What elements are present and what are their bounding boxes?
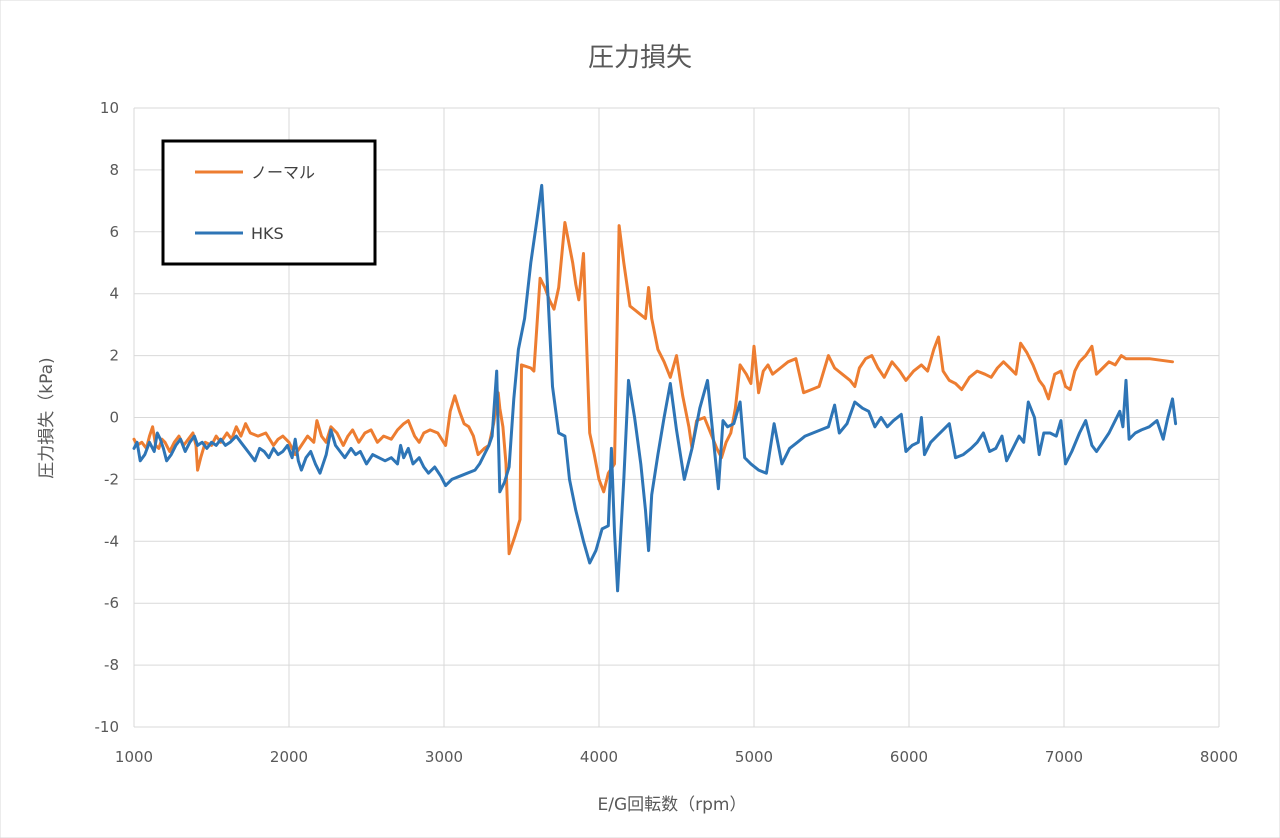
x-axis-title: E/G回転数（rpm）: [598, 795, 747, 815]
x-tick-label: 1000: [115, 748, 153, 766]
y-tick-label: -2: [104, 470, 119, 488]
y-tick-label: -10: [95, 718, 120, 736]
legend-label-normal: ノーマル: [251, 163, 315, 182]
y-tick-label: -8: [104, 656, 119, 674]
series-line-hks: [132, 183, 1178, 593]
x-tick-label: 3000: [425, 748, 463, 766]
legend: ノーマル HKS: [161, 139, 377, 266]
legend-box: [161, 139, 377, 266]
series-lines: [132, 183, 1178, 593]
gridlines: [133, 107, 1220, 728]
x-tick-label: 8000: [1200, 748, 1238, 766]
x-tick-label: 4000: [580, 748, 618, 766]
y-tick-label: 4: [109, 285, 119, 303]
y-axis-title: 圧力損失（kPa): [37, 357, 57, 478]
x-tick-label: 5000: [735, 748, 773, 766]
chart-title: 圧力損失: [588, 43, 692, 73]
y-tick-label: 6: [109, 223, 119, 241]
y-tick-label: 2: [109, 347, 119, 365]
y-tick-label: 8: [109, 161, 119, 179]
series-line-normal: [132, 221, 1174, 556]
y-tick-label: 10: [100, 99, 119, 117]
x-tick-label: 6000: [890, 748, 928, 766]
x-tick-label: 2000: [270, 748, 308, 766]
y-tick-label: 0: [109, 409, 119, 427]
legend-label-hks: HKS: [251, 224, 284, 243]
y-tick-label: -4: [104, 532, 119, 550]
y-tick-label: -6: [104, 594, 119, 612]
x-tick-label: 7000: [1045, 748, 1083, 766]
tick-labels: -10 -8 -6 -4 -2 0 2 4 6 8 10 1000 2000 3000 4000 5000 60…: [95, 99, 1239, 766]
